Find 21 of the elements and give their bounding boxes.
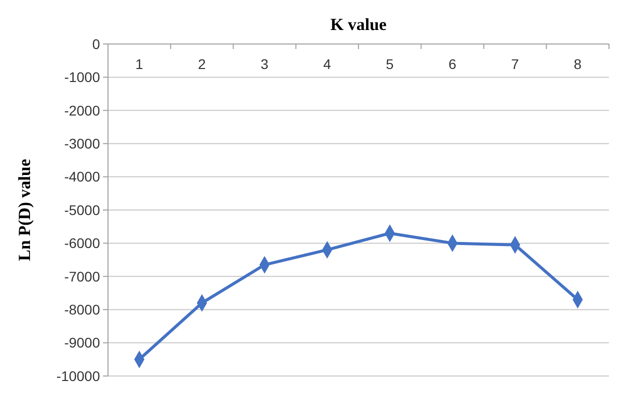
y-tick-label: -2000 xyxy=(64,102,100,118)
x-tick-label: 2 xyxy=(198,56,206,72)
y-tick-label: -6000 xyxy=(64,235,100,252)
x-tick-label: 1 xyxy=(135,56,144,72)
x-tick-label: 3 xyxy=(260,56,269,72)
y-tick-label: -9000 xyxy=(64,334,100,351)
y-tick-label: -4000 xyxy=(64,168,100,185)
y-tick-label: -10000 xyxy=(56,368,100,384)
y-axis-title: Ln P(D) value xyxy=(15,158,34,261)
x-tick-label: 7 xyxy=(511,56,520,72)
x-tick-label: 4 xyxy=(323,56,332,72)
y-tick-label: -3000 xyxy=(64,136,100,152)
x-tick-label: 5 xyxy=(386,56,394,72)
x-tick-label: 8 xyxy=(574,56,582,72)
y-tick-label: -5000 xyxy=(64,202,100,218)
y-tick-label: 0 xyxy=(92,36,100,52)
y-tick-label: -7000 xyxy=(64,268,100,284)
x-tick-label: 6 xyxy=(448,56,457,72)
y-tick-label: -1000 xyxy=(64,69,100,86)
y-tick-label: -8000 xyxy=(64,302,100,318)
x-axis-title: K value xyxy=(330,15,388,34)
